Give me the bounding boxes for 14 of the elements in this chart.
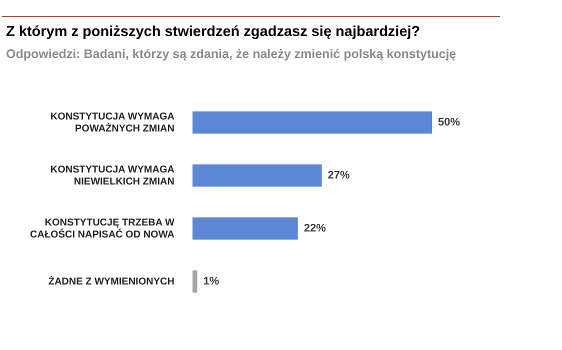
chart-subtitle: Odpowiedzi: Badani, którzy są zdania, że należy zmienić polską konstytucję [6, 47, 456, 61]
data-label: 22% [304, 222, 326, 235]
y-tick-label: KONSTYTUCJA WYMAGA NIEWIELKICH ZMIAN [50, 164, 174, 188]
data-label: 27% [328, 170, 350, 182]
chart-title: Z którym z poniższych stwierdzeń zgadzasz się najbardziej? [6, 24, 420, 40]
y-tick-label: KONSTYTUCJĘ TRZEBA W CAŁOŚCI NAPISAĆ OD NOWA [30, 217, 175, 240]
bar [192, 111, 432, 134]
bar [192, 164, 322, 187]
bar [192, 217, 298, 240]
y-tick-label: KONSTYTUCJA WYMAGA POWAŻNYCH ZMIAN [50, 111, 174, 134]
data-label: 50% [438, 116, 460, 129]
y-tick-label: ŻADNE Z WYMIENIONYCH [48, 275, 174, 288]
data-label: 1% [203, 276, 220, 288]
bar [192, 270, 198, 293]
